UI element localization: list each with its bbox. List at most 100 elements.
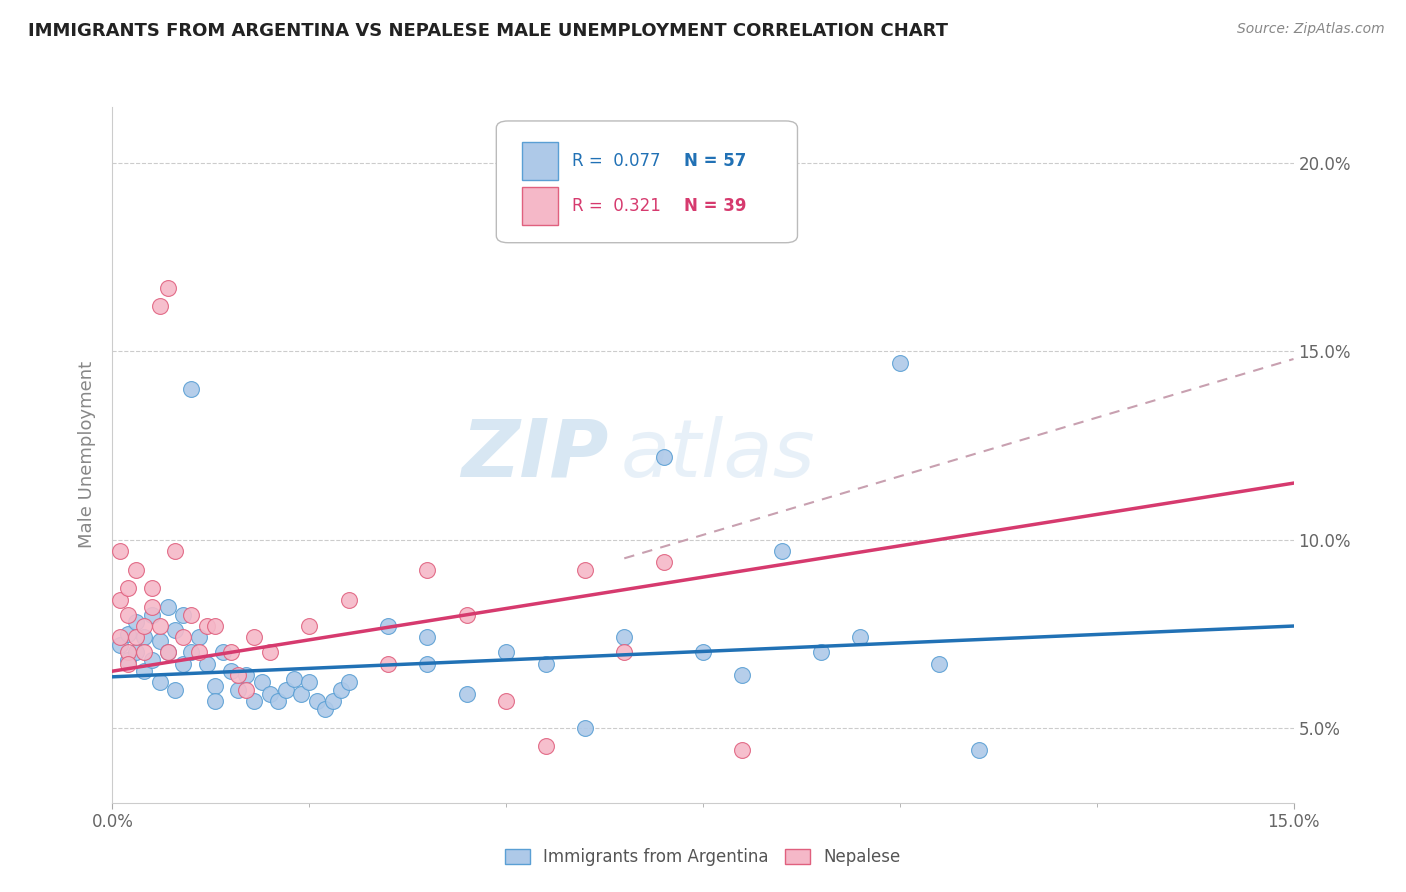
Point <box>267 694 290 708</box>
Point <box>314 702 336 716</box>
Text: Source: ZipAtlas.com: Source: ZipAtlas.com <box>1237 22 1385 37</box>
Point <box>613 645 636 659</box>
Point <box>219 664 242 678</box>
Text: IMMIGRANTS FROM ARGENTINA VS NEPALESE MALE UNEMPLOYMENT CORRELATION CHART: IMMIGRANTS FROM ARGENTINA VS NEPALESE MA… <box>28 22 948 40</box>
Point <box>141 582 163 596</box>
Point <box>731 743 754 757</box>
Point <box>322 694 344 708</box>
Point <box>204 694 226 708</box>
FancyBboxPatch shape <box>496 121 797 243</box>
Point <box>337 675 360 690</box>
Point <box>125 615 148 630</box>
Text: ZIP: ZIP <box>461 416 609 494</box>
Point <box>731 668 754 682</box>
Point <box>928 657 950 671</box>
Point <box>156 280 179 294</box>
Point <box>180 645 202 659</box>
Point <box>243 694 266 708</box>
Point <box>235 668 257 682</box>
Point <box>117 653 139 667</box>
Point <box>250 675 273 690</box>
Bar <box>522 142 558 180</box>
Point <box>172 630 194 644</box>
Point <box>377 657 399 671</box>
Point <box>534 739 557 754</box>
Point <box>967 743 990 757</box>
Point <box>652 555 675 569</box>
Point <box>180 382 202 396</box>
Point <box>274 683 297 698</box>
Point <box>188 645 211 659</box>
Point <box>165 544 187 558</box>
Point <box>180 607 202 622</box>
Point <box>117 645 139 659</box>
Point <box>172 607 194 622</box>
Point <box>290 687 312 701</box>
Point <box>117 607 139 622</box>
Text: N = 39: N = 39 <box>685 197 747 215</box>
Point <box>132 619 155 633</box>
Point <box>132 645 155 659</box>
Point <box>307 694 329 708</box>
Point <box>810 645 832 659</box>
Point <box>495 694 517 708</box>
Legend: Immigrants from Argentina, Nepalese: Immigrants from Argentina, Nepalese <box>496 839 910 874</box>
Point <box>165 623 187 637</box>
Point <box>110 638 132 652</box>
Point <box>283 672 305 686</box>
Point <box>652 450 675 464</box>
Point <box>156 645 179 659</box>
Point <box>204 619 226 633</box>
Point <box>117 657 139 671</box>
Point <box>195 657 218 671</box>
Y-axis label: Male Unemployment: Male Unemployment <box>77 361 96 549</box>
Point <box>337 592 360 607</box>
Point <box>110 544 132 558</box>
Point <box>613 630 636 644</box>
Point <box>692 645 714 659</box>
Point <box>770 544 793 558</box>
Point <box>574 563 596 577</box>
Point <box>156 645 179 659</box>
Point <box>329 683 352 698</box>
Point <box>204 679 226 693</box>
Text: N = 57: N = 57 <box>685 152 747 169</box>
Point <box>141 600 163 615</box>
Point <box>149 299 172 313</box>
Point <box>117 626 139 640</box>
Point <box>110 630 132 644</box>
Point <box>165 683 187 698</box>
Point <box>495 645 517 659</box>
Point <box>125 645 148 659</box>
Text: R =  0.321: R = 0.321 <box>572 197 661 215</box>
Point <box>132 630 155 644</box>
Point <box>243 630 266 644</box>
Point <box>149 675 172 690</box>
Point <box>149 619 172 633</box>
Point <box>377 619 399 633</box>
Point <box>534 657 557 671</box>
Point <box>416 630 439 644</box>
Point <box>149 634 172 648</box>
Point <box>117 582 139 596</box>
Point <box>235 683 257 698</box>
Point <box>456 687 478 701</box>
Point <box>141 607 163 622</box>
Point <box>228 668 250 682</box>
Point <box>188 630 211 644</box>
Point <box>219 645 242 659</box>
Text: atlas: atlas <box>620 416 815 494</box>
Point <box>416 657 439 671</box>
Bar <box>522 187 558 226</box>
Point <box>228 683 250 698</box>
Point <box>195 619 218 633</box>
Point <box>156 600 179 615</box>
Point <box>456 607 478 622</box>
Point <box>125 630 148 644</box>
Point <box>141 653 163 667</box>
Point <box>259 645 281 659</box>
Point <box>298 619 321 633</box>
Point <box>416 563 439 577</box>
Point <box>172 657 194 671</box>
Point <box>298 675 321 690</box>
